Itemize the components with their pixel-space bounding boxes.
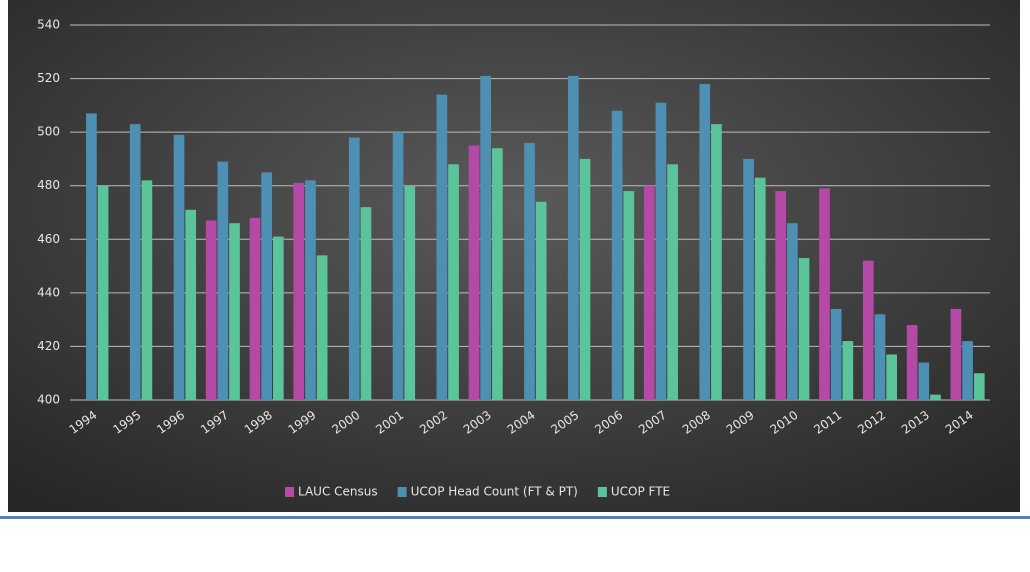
bar bbox=[316, 255, 328, 400]
bar bbox=[930, 394, 941, 400]
bar bbox=[97, 185, 109, 400]
legend-swatch bbox=[397, 487, 407, 497]
bar bbox=[468, 145, 480, 400]
bar bbox=[524, 142, 535, 400]
bar bbox=[918, 362, 930, 400]
bar bbox=[272, 236, 284, 400]
y-tick-label: 520 bbox=[37, 71, 60, 85]
legend-swatch bbox=[597, 487, 607, 497]
legend-swatch bbox=[285, 487, 294, 497]
bar bbox=[743, 158, 754, 400]
bar bbox=[129, 124, 141, 400]
bar bbox=[775, 191, 787, 400]
bar bbox=[886, 354, 897, 400]
bar bbox=[404, 185, 416, 400]
bar bbox=[842, 341, 854, 400]
bar bbox=[623, 191, 635, 400]
bar bbox=[535, 201, 547, 400]
bar bbox=[141, 180, 153, 400]
bar bbox=[348, 137, 360, 400]
bar bbox=[754, 177, 766, 400]
legend-label: LAUC Census bbox=[298, 485, 378, 499]
bar bbox=[173, 134, 185, 401]
bar bbox=[261, 172, 272, 400]
bar bbox=[950, 308, 962, 400]
bar bbox=[492, 148, 503, 400]
bar bbox=[205, 220, 217, 400]
bar bbox=[643, 185, 655, 400]
y-tick-label: 460 bbox=[37, 232, 60, 246]
bar bbox=[217, 161, 229, 400]
bar bbox=[480, 75, 492, 401]
bar bbox=[579, 158, 591, 400]
divider bbox=[0, 516, 1030, 519]
legend-label: UCOP FTE bbox=[611, 485, 670, 499]
bar bbox=[787, 223, 798, 400]
bar bbox=[448, 164, 459, 400]
bar bbox=[906, 325, 918, 400]
bar bbox=[874, 314, 886, 400]
bar bbox=[699, 83, 711, 400]
bar bbox=[249, 217, 261, 400]
y-tick-label: 540 bbox=[37, 18, 60, 32]
bar bbox=[611, 110, 623, 400]
bar bbox=[185, 209, 197, 400]
bar bbox=[305, 180, 316, 400]
legend-label: UCOP Head Count (FT & PT) bbox=[411, 485, 578, 499]
bar bbox=[667, 164, 678, 400]
y-tick-label: 500 bbox=[37, 125, 60, 139]
bar bbox=[567, 75, 579, 401]
bar bbox=[798, 258, 810, 400]
bar bbox=[229, 223, 240, 400]
bar bbox=[436, 94, 448, 401]
bar bbox=[655, 102, 667, 400]
bar bbox=[973, 373, 985, 400]
y-tick-label: 440 bbox=[37, 285, 60, 299]
y-tick-label: 400 bbox=[37, 393, 60, 407]
bar bbox=[86, 113, 97, 401]
bar bbox=[392, 132, 404, 400]
bar bbox=[711, 124, 722, 400]
bar bbox=[293, 183, 305, 400]
y-tick-label: 420 bbox=[37, 339, 60, 353]
bar bbox=[862, 260, 874, 400]
bar bbox=[830, 308, 842, 400]
bar bbox=[819, 188, 830, 400]
bar bbox=[360, 207, 372, 400]
y-tick-label: 480 bbox=[37, 178, 60, 192]
bar bbox=[962, 341, 973, 400]
